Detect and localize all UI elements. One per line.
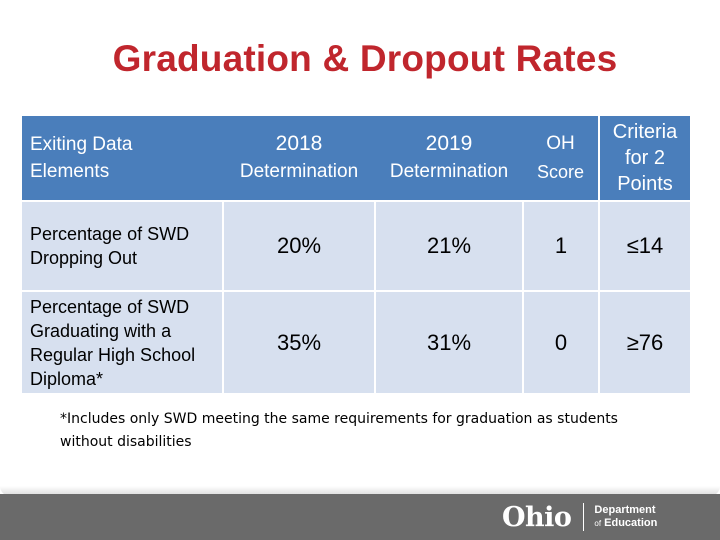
header-exiting-data-elements: Exiting Data Elements <box>22 116 223 201</box>
row-label: Percentage of SWD Graduating with a Regu… <box>22 290 224 393</box>
cell-oh-score: 0 <box>523 290 600 393</box>
table-row: Percentage of SWD Graduating with a Regu… <box>22 290 690 393</box>
footnote: *Includes only SWD meeting the same requ… <box>60 411 618 450</box>
ohio-department-of-education-logo: Ohio Department of Education <box>502 500 657 534</box>
header-2019-determination: 2019 Determination <box>375 116 523 201</box>
cell-2019-value: 31% <box>375 290 524 393</box>
footer-divider <box>0 486 720 496</box>
header-criteria-for-2-points: Criteria for 2 Points <box>598 116 690 201</box>
row-label: Percentage of SWD Dropping Out <box>22 200 224 291</box>
header-2018-determination: 2018 Determination <box>223 116 375 201</box>
slide-title: Graduation & Dropout Rates <box>112 38 618 79</box>
logo-separator <box>583 503 585 531</box>
cell-2018-value: 20% <box>223 200 376 291</box>
rates-table: Exiting Data Elements 2018 Determination… <box>22 116 690 393</box>
table-header-row: Exiting Data Elements 2018 Determination… <box>22 116 690 201</box>
cell-2019-value: 21% <box>375 200 524 291</box>
table-row: Percentage of SWD Dropping Out 20% 21% 1… <box>22 200 690 291</box>
cell-criteria: ≥76 <box>599 290 690 393</box>
header-oh-score: OH Score <box>523 116 599 201</box>
cell-criteria: ≤14 <box>599 200 690 291</box>
logo-department-text: Department of Education <box>594 504 658 529</box>
footer-band <box>0 494 720 540</box>
logo-wordmark: Ohio <box>502 501 572 533</box>
cell-2018-value: 35% <box>223 290 376 393</box>
cell-oh-score: 1 <box>523 200 600 291</box>
